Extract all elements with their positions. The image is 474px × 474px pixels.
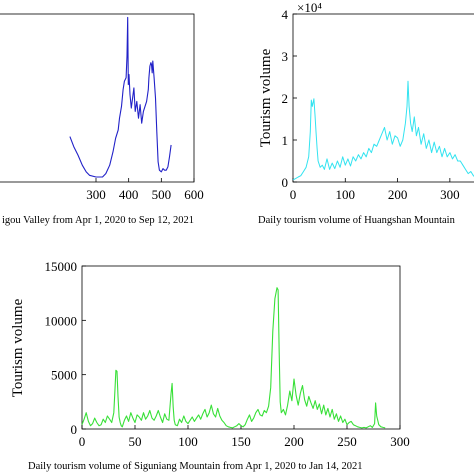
chart-3-y-tick-label: 15000: [45, 259, 78, 274]
chart-3-x-tick-label: 100: [178, 434, 198, 449]
chart-2-y-axis-label: Tourism volume: [258, 48, 274, 147]
chart-1-x-ticks: 300 400 500 600: [86, 178, 204, 202]
chart-3-y-tick-label: 10000: [45, 313, 78, 328]
chart-1-x-tick-label: 300: [86, 187, 106, 202]
chart-2-series-line: [292, 80, 474, 181]
chart-3-x-tick-label: 0: [79, 434, 86, 449]
chart-3-y-tick-label: 5000: [51, 368, 77, 383]
chart-2-y-exponent: ×10⁴: [297, 0, 322, 15]
chart-1-caption: igou Valley from Apr 1, 2020 to Sep 12, …: [2, 215, 194, 226]
chart-3-x-tick-label: 250: [337, 434, 357, 449]
chart-1: 300 400 500 600 igou Valley from Apr 1, 202…: [0, 13, 204, 226]
chart-1-series-line: [69, 16, 172, 178]
chart-3-x-tick-label: 200: [284, 434, 304, 449]
chart-3-x-tick-label: 50: [129, 434, 142, 449]
chart-3-series-line: [81, 287, 386, 429]
chart-1-x-tick-label: 500: [152, 187, 172, 202]
chart-2-caption: Daily tourism volume of Huangshan Mounta…: [258, 215, 456, 226]
chart-1-axes-box: [0, 13, 195, 183]
chart-3-axes-box: [81, 265, 401, 430]
chart-2-y-tick-label: 1: [282, 133, 289, 148]
chart-3-ticks: 0 50 100 150 200 250 300 0 5000 10000 15000: [45, 259, 410, 449]
chart-3: 0 50 100 150 200 250 300 0 5000 10000 15000 Touris…: [10, 259, 410, 472]
chart-2-y-tick-label: 3: [282, 49, 289, 64]
chart-3-caption: Daily tourism volume of Siguniang Mounta…: [28, 461, 363, 472]
chart-2: 0 100 200 300 0 1 2 3 4 ×10⁴ Tourism volume Dail…: [258, 0, 474, 226]
chart-2-y-tick-label: 4: [282, 7, 289, 22]
chart-3-y-axis-label: Tourism volume: [10, 298, 26, 397]
chart-2-x-tick-label: 0: [290, 187, 297, 202]
chart-2-x-tick-label: 300: [440, 187, 460, 202]
chart-3-x-tick-label: 150: [231, 434, 251, 449]
chart-1-x-tick-label: 400: [119, 187, 139, 202]
chart-2-x-tick-label: 100: [336, 187, 356, 202]
chart-1-x-tick-label: 600: [184, 187, 204, 202]
chart-2-y-tick-label: 0: [282, 175, 289, 190]
chart-3-x-tick-label: 300: [390, 434, 410, 449]
chart-2-x-tick-label: 200: [388, 187, 408, 202]
chart-3-y-tick-label: 0: [71, 422, 78, 437]
chart-2-y-tick-label: 2: [282, 91, 289, 106]
chart-2-ticks: 0 100 200 300 0 1 2 3 4: [282, 7, 460, 202]
